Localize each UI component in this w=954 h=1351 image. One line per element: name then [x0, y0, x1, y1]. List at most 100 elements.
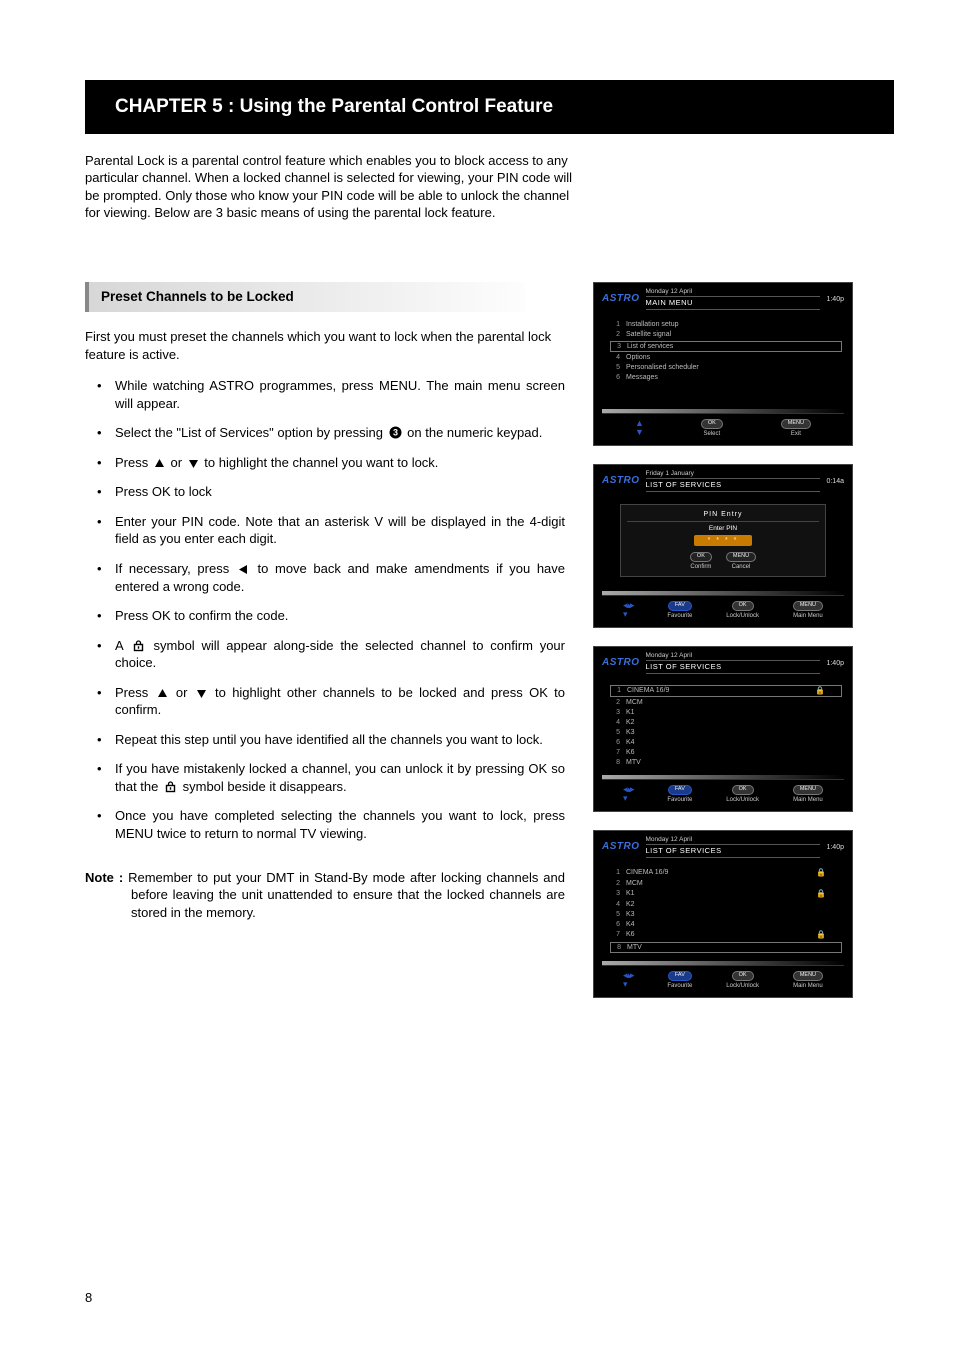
menu-item: 1CINEMA 16/9🔒 — [612, 868, 840, 879]
footer-button: MENUMain Menu — [793, 971, 823, 989]
nav-arrows-icon: ◂▴▸▾ — [623, 971, 634, 989]
screen-time: 0:14a — [826, 478, 844, 485]
screen-time: 1:40p — [826, 660, 844, 667]
menu-item: 5Personalised scheduler — [612, 363, 840, 373]
menu-item: 6K4 — [612, 738, 840, 748]
menu-item: 4K2 — [612, 900, 840, 910]
nav-arrows-icon: ◂▴▸▾ — [623, 601, 634, 619]
footer-button: OKLock/Unlock — [726, 971, 759, 989]
step-11: If you have mistakenly locked a channel,… — [103, 760, 565, 795]
chapter-title-bar: CHAPTER 5 : Using the Parental Control F… — [85, 80, 894, 134]
step-text: symbol will appear along-side the select… — [115, 638, 565, 671]
instructions-column: Preset Channels to be Locked First you m… — [85, 282, 565, 998]
note-label: Note : — [85, 870, 128, 885]
brand-logo: ASTRO — [602, 658, 640, 668]
arrow-left-icon — [238, 564, 249, 575]
section-heading: Preset Channels to be Locked — [85, 282, 525, 312]
confirm-button: OKConfirm — [690, 552, 712, 570]
footer-button: MENUMain Menu — [793, 601, 823, 619]
menu-item: 3K1 — [612, 708, 840, 718]
svg-text:3: 3 — [393, 428, 398, 438]
menu-item: 1CINEMA 16/9🔒 — [610, 685, 842, 697]
footer-button: FAVFavourite — [667, 785, 692, 803]
step-6: If necessary, press to move back and mak… — [103, 560, 565, 595]
footer-button: MENUMain Menu — [793, 785, 823, 803]
footer-exit: MENUExit — [781, 419, 811, 437]
arrow-up-icon — [154, 458, 165, 469]
footer-button: FAVFavourite — [667, 601, 692, 619]
screenshot-pin-entry: ASTRO Friday 1 January LIST OF SERVICES … — [593, 464, 853, 628]
screen-time: 1:40p — [826, 844, 844, 851]
section-lead: First you must preset the channels which… — [85, 328, 565, 363]
step-7: Press OK to confirm the code. — [103, 607, 565, 625]
step-text: or — [170, 455, 185, 470]
screen-date: Friday 1 January — [646, 471, 821, 478]
pin-field: * * * * — [694, 535, 753, 546]
footer-select: OKSelect — [701, 419, 723, 437]
step-8: A symbol will appear along-side the sele… — [103, 637, 565, 672]
screenshot-list-locked-multi: ASTRO Monday 12 April LIST OF SERVICES 1… — [593, 830, 853, 998]
menu-item: 7K6 — [612, 748, 840, 758]
step-2: Select the "List of Services" option by … — [103, 424, 565, 442]
screen-date: Monday 12 April — [646, 653, 821, 660]
step-9: Press or to highlight other channels to … — [103, 684, 565, 719]
arrow-down-icon — [196, 688, 207, 699]
step-12: Once you have completed selecting the ch… — [103, 807, 565, 842]
footer-button: OKLock/Unlock — [726, 601, 759, 619]
lock-icon: 🔒 — [815, 687, 839, 695]
step-5: Enter your PIN code. Note that an asteri… — [103, 513, 565, 548]
step-text: Press — [115, 455, 152, 470]
lock-icon: 🔒 — [816, 890, 840, 898]
note-paragraph: Note : Remember to put your DMT in Stand… — [85, 869, 565, 922]
menu-item: 7K6🔒 — [612, 930, 840, 941]
page-number: 8 — [85, 1289, 92, 1307]
menu-item: 3List of services — [610, 341, 842, 352]
steps-list: While watching ASTRO programmes, press M… — [85, 377, 565, 842]
step-4: Press OK to lock — [103, 483, 565, 501]
step-text: A — [115, 638, 130, 653]
menu-item: 8MTV — [612, 758, 840, 768]
step-text: to highlight the channel you want to loc… — [204, 455, 438, 470]
step-3: Press or to highlight the channel you wa… — [103, 454, 565, 472]
menu-item: 8MTV — [610, 942, 842, 953]
screen-date: Monday 12 April — [646, 289, 821, 296]
step-text: Press — [115, 685, 155, 700]
menu-item: 2Satellite signal — [612, 330, 840, 340]
screenshot-list-locked-one: ASTRO Monday 12 April LIST OF SERVICES 1… — [593, 646, 853, 812]
arrow-up-icon — [157, 688, 168, 699]
nav-arrows-icon: ◂▴▸▾ — [623, 785, 634, 803]
step-text: symbol beside it disappears. — [183, 779, 347, 794]
pin-label: Enter PIN — [627, 526, 819, 533]
screenshots-column: ASTRO Monday 12 April MAIN MENU 1:40p 1I… — [593, 282, 853, 998]
menu-item: 5K3 — [612, 728, 840, 738]
lock-icon — [132, 639, 145, 652]
arrow-down-icon — [188, 458, 199, 469]
menu-item: 2MCM — [612, 698, 840, 708]
menu-item: 5K3 — [612, 910, 840, 920]
step-1: While watching ASTRO programmes, press M… — [103, 377, 565, 412]
brand-logo: ASTRO — [602, 842, 640, 852]
menu-item: 4K2 — [612, 718, 840, 728]
pin-panel: PIN Entry Enter PIN * * * * OKConfirm ME… — [620, 504, 826, 577]
screenshot-main-menu: ASTRO Monday 12 April MAIN MENU 1:40p 1I… — [593, 282, 853, 446]
lock-icon: 🔒 — [816, 931, 840, 939]
step-text: on the numeric keypad. — [407, 425, 542, 440]
intro-paragraph: Parental Lock is a parental control feat… — [85, 152, 585, 222]
brand-logo: ASTRO — [602, 294, 640, 304]
lock-icon: 🔒 — [816, 869, 840, 877]
menu-item: 4Options — [612, 353, 840, 363]
screen-title: LIST OF SERVICES — [646, 844, 821, 858]
screen-title: LIST OF SERVICES — [646, 478, 821, 492]
step-text: Select the "List of Services" option by … — [115, 425, 387, 440]
screen-date: Monday 12 April — [646, 837, 821, 844]
pin-panel-title: PIN Entry — [627, 511, 819, 522]
brand-logo: ASTRO — [602, 476, 640, 486]
numeric-3-icon: 3 — [389, 426, 402, 439]
note-text: Remember to put your DMT in Stand-By mod… — [128, 870, 565, 920]
menu-item: 6Messages — [612, 373, 840, 383]
screen-time: 1:40p — [826, 296, 844, 303]
menu-item: 2MCM — [612, 879, 840, 889]
step-text: If necessary, press — [115, 561, 236, 576]
lock-icon — [164, 780, 177, 793]
footer-button: FAVFavourite — [667, 971, 692, 989]
